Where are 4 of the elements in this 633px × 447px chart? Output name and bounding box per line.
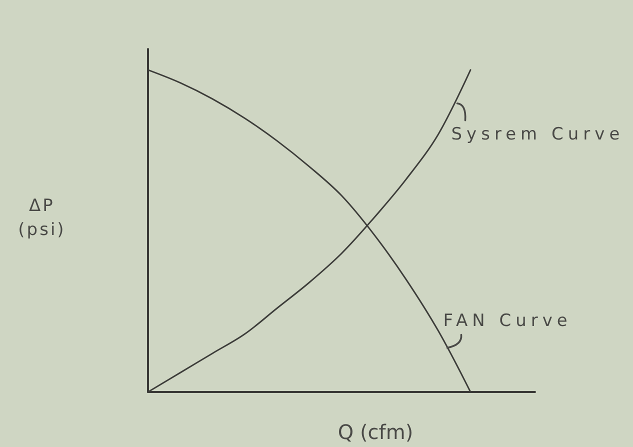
y-axis-title: ΔP (psi)	[18, 196, 66, 240]
series-label: FAN Curve	[443, 310, 572, 331]
x-axis-title: Q (cfm)	[338, 420, 414, 444]
legend-label: Sysrem Curve	[451, 124, 624, 144]
